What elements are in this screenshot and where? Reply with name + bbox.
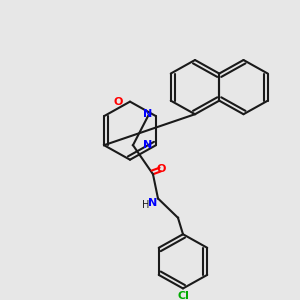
Text: Cl: Cl bbox=[177, 291, 189, 300]
Text: N: N bbox=[143, 109, 153, 119]
Text: N: N bbox=[148, 198, 158, 208]
Text: H: H bbox=[142, 200, 150, 210]
Text: O: O bbox=[113, 97, 123, 106]
Text: O: O bbox=[156, 164, 166, 174]
Text: N: N bbox=[143, 140, 153, 150]
